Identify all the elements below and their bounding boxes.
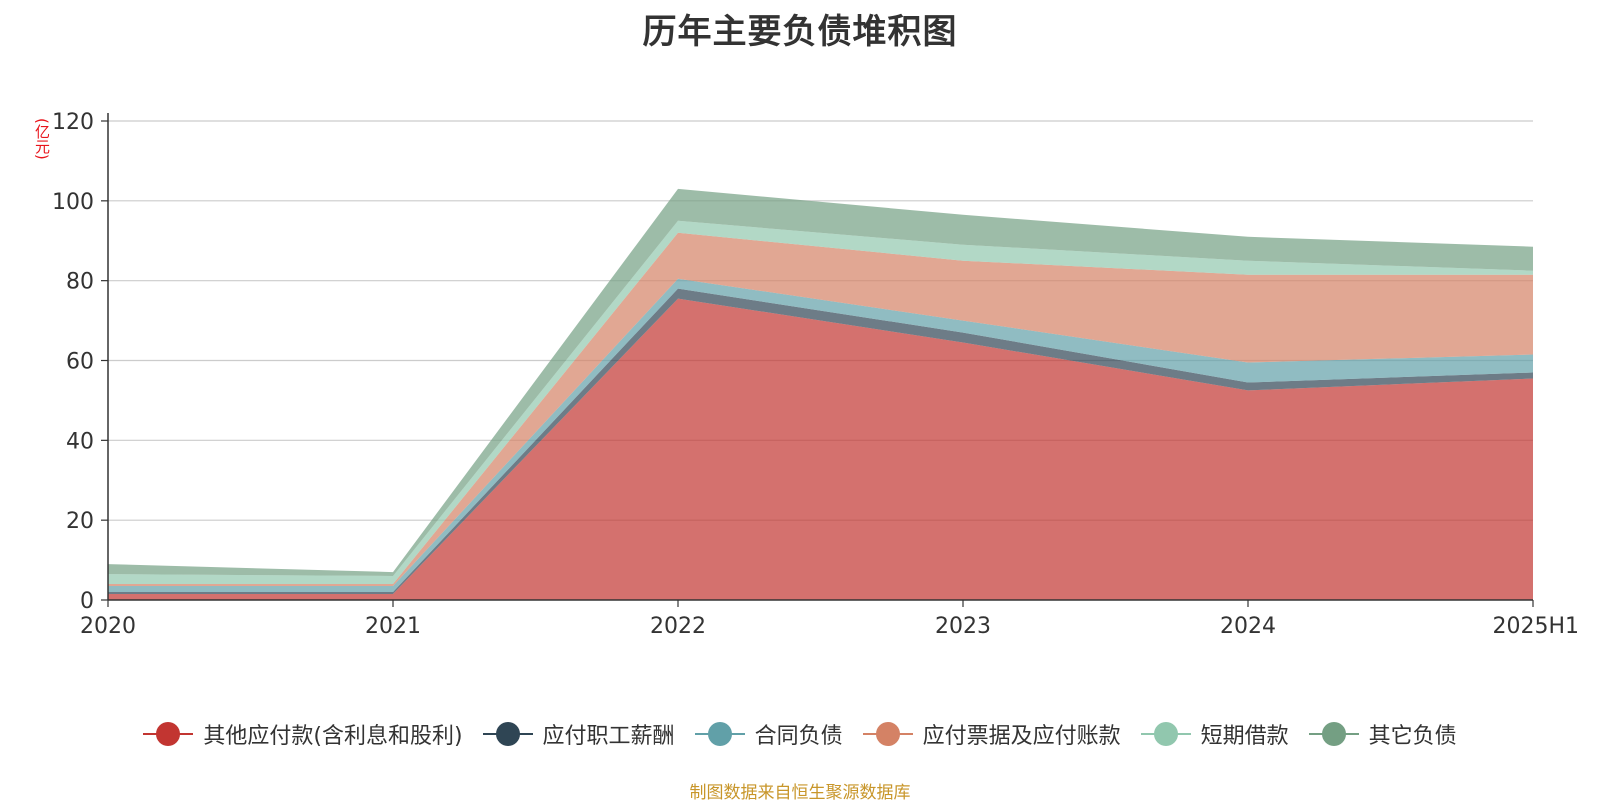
y-tick-labels: 0 20 40 60 80 100 120 <box>52 110 108 614</box>
legend-label: 短期借款 <box>1200 724 1289 749</box>
y-tick-label: 40 <box>66 429 94 454</box>
stacked-area-chart: 0 20 40 60 80 100 120 2020 2021 2022 2023 2024 2025… <box>52 110 1579 639</box>
x-tick-label: 2023 <box>935 614 991 639</box>
source-note: 制图数据来自恒生聚源数据库 <box>689 783 911 803</box>
legend-label: 合同负债 <box>754 724 843 749</box>
y-tick-label: 100 <box>52 190 94 215</box>
x-tick-label: 2020 <box>80 614 136 639</box>
x-tick-label: 2021 <box>365 614 421 639</box>
legend-item-3[interactable]: 合同负债 <box>694 718 843 750</box>
area-series-4 <box>108 232 1533 587</box>
legend-item-2[interactable]: 应付职工薪酬 <box>482 718 675 750</box>
legend-marker <box>862 722 913 746</box>
legend-item-6[interactable]: 其它负债 <box>1308 718 1457 750</box>
legend-marker <box>143 722 194 746</box>
y-tick-label: 80 <box>66 270 94 295</box>
legend-item-4[interactable]: 应付票据及应付账款 <box>862 718 1121 750</box>
x-tick-labels: 2020 2021 2022 2023 2024 2025H1 <box>80 600 1579 639</box>
x-tick-label: 2025H1 <box>1492 614 1579 639</box>
legend-label: 应付票据及应付账款 <box>922 724 1121 749</box>
area-series <box>108 188 1533 600</box>
axes <box>107 113 1533 601</box>
x-tick-label: 2024 <box>1220 614 1276 639</box>
legend-item-5[interactable]: 短期借款 <box>1140 718 1289 750</box>
legend-marker <box>1308 722 1359 746</box>
y-tick-label: 120 <box>52 110 94 135</box>
area-series-3 <box>108 278 1533 592</box>
area-series-6 <box>108 188 1533 576</box>
legend-label: 其他应付款(含利息和股利) <box>203 724 463 749</box>
legend-item-1[interactable]: 其他应付款(含利息和股利) <box>143 718 463 750</box>
legend-marker <box>482 722 533 746</box>
legend-marker <box>1140 722 1191 746</box>
y-axis-unit-label: (亿元) <box>33 118 51 160</box>
chart-title: 历年主要负债堆积图 <box>642 12 958 52</box>
x-tick-label: 2022 <box>650 614 706 639</box>
area-series-5 <box>108 220 1533 585</box>
y-tick-label: 0 <box>80 589 94 614</box>
area-series-1 <box>108 298 1533 600</box>
legend-label: 应付职工薪酬 <box>542 724 675 749</box>
legend: 其他应付款(含利息和股利) 应付职工薪酬 合同负债 应付票据及应付账款 短期借款 其它负债 <box>0 718 1600 750</box>
legend-marker <box>694 722 745 746</box>
area-series-2 <box>108 288 1533 594</box>
legend-label: 其它负债 <box>1368 724 1457 749</box>
y-tick-label: 20 <box>66 509 94 534</box>
y-tick-label: 60 <box>66 350 94 375</box>
